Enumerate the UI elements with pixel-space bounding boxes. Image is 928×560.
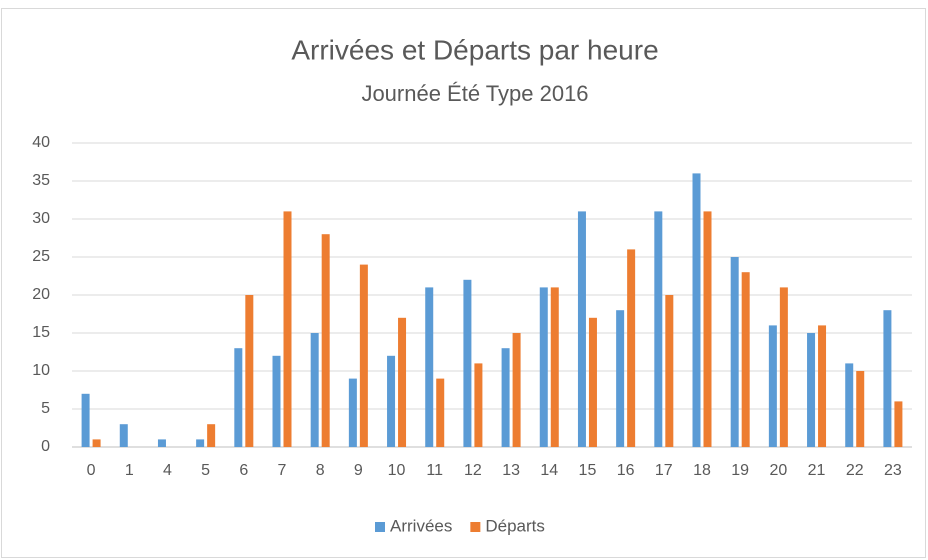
y-tick-label: 5 — [41, 400, 50, 417]
y-tick-label: 0 — [41, 438, 50, 455]
bar — [501, 348, 510, 447]
bar — [856, 371, 865, 447]
y-tick-label: 25 — [32, 248, 50, 265]
bar — [398, 317, 407, 447]
bar — [81, 393, 90, 447]
bar — [654, 211, 663, 447]
bar — [245, 295, 254, 447]
bar — [387, 355, 396, 447]
bar — [463, 279, 472, 447]
x-tick-label: 11 — [426, 462, 443, 479]
bar — [550, 287, 559, 447]
x-tick-label: 22 — [846, 462, 864, 479]
x-tick-label: 1 — [125, 462, 134, 479]
legend-label: Départs — [485, 516, 545, 535]
bar — [616, 310, 625, 447]
x-tick-label: 8 — [316, 462, 325, 479]
bar — [283, 211, 292, 447]
bar — [588, 317, 597, 447]
bar — [730, 257, 739, 447]
x-tick-label: 15 — [579, 462, 597, 479]
bar — [845, 363, 854, 447]
x-tick-label: 21 — [808, 462, 826, 479]
x-tick-label: 17 — [655, 462, 673, 479]
bar — [207, 424, 216, 447]
bar — [474, 363, 483, 447]
bar — [665, 295, 674, 447]
y-tick-label: 40 — [32, 134, 50, 151]
legend-label: Arrivées — [390, 516, 452, 535]
x-tick-label: 7 — [278, 462, 287, 479]
bar — [768, 325, 777, 447]
x-tick-label: 23 — [884, 462, 902, 479]
bar — [703, 211, 712, 447]
bar — [234, 348, 243, 447]
bar — [818, 325, 827, 447]
bar — [359, 264, 368, 447]
bar — [894, 401, 903, 447]
bar — [321, 234, 330, 447]
bar — [539, 287, 548, 447]
x-tick-label: 16 — [617, 462, 635, 479]
bar — [348, 378, 357, 447]
bar — [807, 333, 816, 447]
bar — [272, 355, 281, 447]
x-tick-label: 14 — [540, 462, 558, 479]
bar — [883, 310, 892, 447]
x-tick-label: 5 — [201, 462, 210, 479]
x-tick-label: 13 — [502, 462, 520, 479]
y-tick-label: 30 — [32, 210, 50, 227]
bar — [425, 287, 434, 447]
x-tick-label: 6 — [239, 462, 248, 479]
legend-swatch — [375, 522, 385, 532]
x-tick-label: 0 — [87, 462, 96, 479]
y-tick-label: 35 — [32, 172, 50, 189]
x-tick-label: 10 — [388, 462, 406, 479]
bar — [512, 333, 521, 447]
y-tick-label: 15 — [32, 324, 50, 341]
chart-title: Arrivées et Départs par heure — [291, 34, 658, 65]
legend-swatch — [470, 522, 481, 532]
bar — [436, 378, 445, 447]
x-tick-label: 20 — [769, 462, 787, 479]
x-tick-label: 19 — [731, 462, 749, 479]
bar — [779, 287, 788, 447]
chart-subtitle: Journée Été Type 2016 — [361, 81, 588, 106]
bar — [157, 439, 166, 447]
bar — [92, 439, 101, 447]
x-tick-label: 18 — [693, 462, 711, 479]
bar — [692, 173, 701, 447]
y-tick-label: 20 — [32, 286, 50, 303]
x-tick-label: 4 — [163, 462, 172, 479]
bar — [119, 424, 128, 447]
y-tick-label: 10 — [32, 362, 50, 379]
x-tick-label: 12 — [464, 462, 482, 479]
bar — [577, 211, 586, 447]
bar — [741, 272, 750, 447]
bar — [627, 249, 636, 447]
bar — [196, 439, 205, 447]
x-tick-label: 9 — [354, 462, 363, 479]
bar — [310, 333, 319, 447]
